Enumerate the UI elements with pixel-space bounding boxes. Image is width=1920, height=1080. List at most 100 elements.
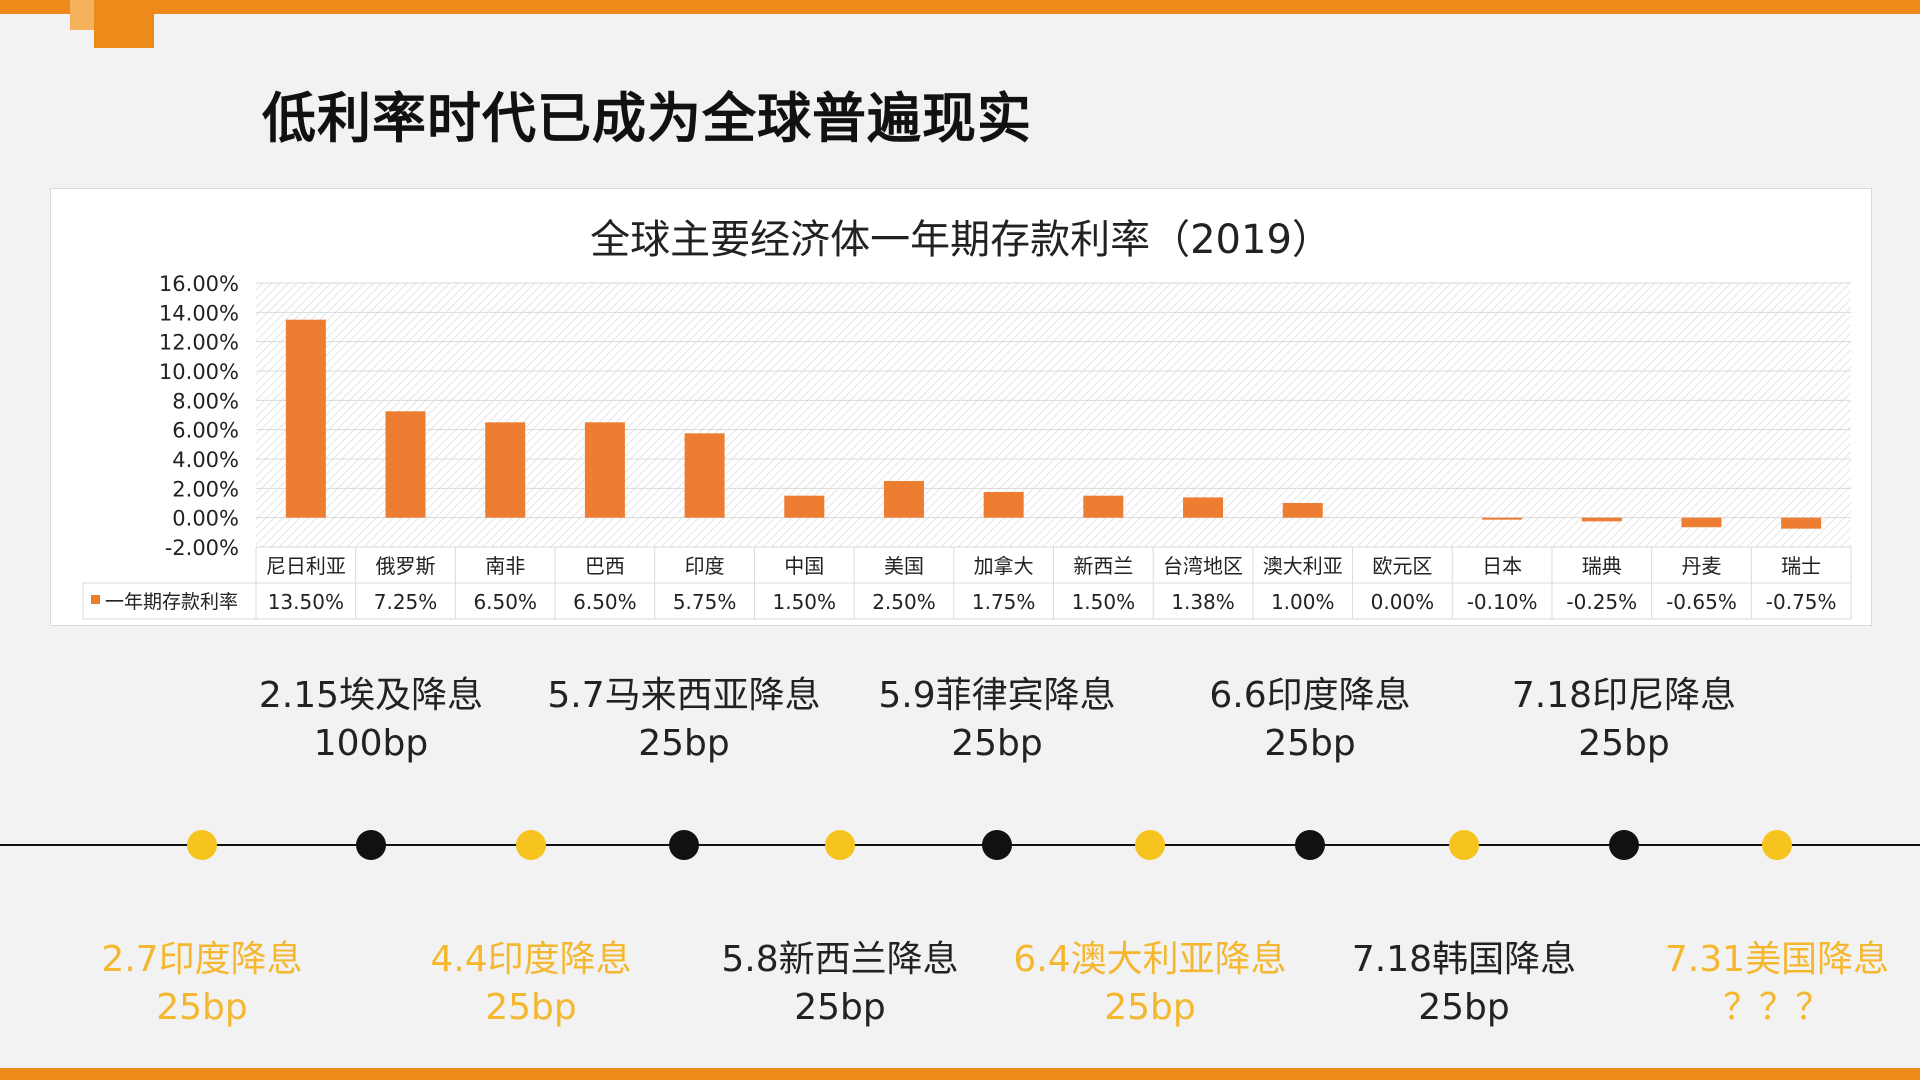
timeline-dot-yellow xyxy=(1762,830,1792,860)
data-label: -0.25% xyxy=(1566,590,1637,614)
event-title: 5.7马来西亚降息 xyxy=(547,675,821,716)
data-label: 1.50% xyxy=(1072,590,1136,614)
chart-panel: 16.00% 14.00% 12.00% 10.00% 8.00% 6.00% 4.00% 2… xyxy=(50,188,1872,626)
y-tick-label: 4.00% xyxy=(172,448,239,472)
category-label: 中国 xyxy=(784,554,824,578)
timeline-dot-black xyxy=(982,830,1012,860)
category-label: 巴西 xyxy=(585,554,625,578)
timeline-dot-yellow xyxy=(187,830,217,860)
y-tick-label: 0.00% xyxy=(172,507,239,531)
timeline-event-top: 5.7马来西亚降息 25bp xyxy=(534,672,834,768)
bar xyxy=(584,422,625,518)
data-label: -0.75% xyxy=(1766,590,1837,614)
category-label: 新西兰 xyxy=(1073,554,1133,578)
timeline-event-bottom: 5.8新西兰降息 25bp xyxy=(690,936,990,1032)
top-accent-bar xyxy=(0,0,1920,14)
category-label: 瑞典 xyxy=(1582,554,1622,578)
bar xyxy=(1681,517,1722,528)
data-label: 1.00% xyxy=(1271,590,1335,614)
category-label: 台湾地区 xyxy=(1163,554,1243,578)
data-label: 1.38% xyxy=(1171,590,1235,614)
timeline-event-bottom: 6.4澳大利亚降息 25bp xyxy=(1000,936,1300,1032)
bar xyxy=(684,433,725,518)
event-amount: 25bp xyxy=(951,723,1043,764)
event-amount: 25bp xyxy=(485,987,577,1028)
category-label: 澳大利亚 xyxy=(1263,554,1343,578)
data-label: 6.50% xyxy=(473,590,537,614)
bottom-accent-bar xyxy=(0,1068,1920,1080)
timeline-dot-yellow xyxy=(516,830,546,860)
event-title: 7.18韩国降息 xyxy=(1351,939,1577,980)
bar xyxy=(1781,517,1822,529)
bar xyxy=(784,495,825,518)
data-label: 7.25% xyxy=(374,590,438,614)
event-amount: 25bp xyxy=(638,723,730,764)
chart-title: 全球主要经济体一年期存款利率（2019） xyxy=(590,217,1332,263)
y-tick-label: -2.00% xyxy=(165,536,239,560)
event-title: 6.6印度降息 xyxy=(1209,675,1411,716)
y-tick-label: 12.00% xyxy=(159,331,239,355)
timeline-event-bottom: 2.7印度降息 25bp xyxy=(52,936,352,1032)
timeline-event-bottom: 7.31美国降息 ？？？ xyxy=(1627,936,1920,1032)
timeline-event-bottom: 7.18韩国降息 25bp xyxy=(1314,936,1614,1032)
y-tick-label: 16.00% xyxy=(159,272,239,296)
y-tick-label: 14.00% xyxy=(159,301,239,325)
event-amount: 25bp xyxy=(794,987,886,1028)
page-title: 低利率时代已成为全球普遍现实 xyxy=(262,87,1032,150)
event-amount: 25bp xyxy=(156,987,248,1028)
corner-accent-shadow xyxy=(70,0,94,30)
data-label: -0.10% xyxy=(1467,590,1538,614)
event-amount: ？？？ xyxy=(1722,987,1831,1028)
timeline-dot-yellow xyxy=(825,830,855,860)
event-amount: 25bp xyxy=(1264,723,1356,764)
event-title: 5.9菲律宾降息 xyxy=(878,675,1116,716)
bar xyxy=(285,319,326,518)
event-amount: 100bp xyxy=(313,723,429,764)
category-label: 瑞士 xyxy=(1781,554,1821,578)
category-label: 欧元区 xyxy=(1372,554,1432,578)
category-label: 尼日利亚 xyxy=(266,554,346,578)
event-title: 2.15埃及降息 xyxy=(258,675,484,716)
data-label: 2.50% xyxy=(872,590,936,614)
data-label: 6.50% xyxy=(573,590,637,614)
event-title: 2.7印度降息 xyxy=(101,939,303,980)
data-label: 0.00% xyxy=(1371,590,1435,614)
event-title: 7.31美国降息 xyxy=(1664,939,1890,980)
timeline-dot-black xyxy=(1295,830,1325,860)
category-label: 丹麦 xyxy=(1681,554,1721,578)
corner-accent-block xyxy=(94,0,154,48)
timeline-dot-yellow xyxy=(1135,830,1165,860)
y-tick-label: 2.00% xyxy=(172,477,239,501)
timeline-event-top: 2.15埃及降息 100bp xyxy=(221,672,521,768)
timeline-dot-black xyxy=(1609,830,1639,860)
y-tick-label: 8.00% xyxy=(172,389,239,413)
timeline-event-top: 6.6印度降息 25bp xyxy=(1160,672,1460,768)
category-label: 印度 xyxy=(685,554,725,578)
y-tick-label: 6.00% xyxy=(172,419,239,443)
bar xyxy=(385,411,426,518)
category-label: 加拿大 xyxy=(974,554,1034,578)
category-label: 日本 xyxy=(1482,554,1522,578)
timeline-dot-black xyxy=(669,830,699,860)
legend-swatch xyxy=(91,595,100,604)
bar xyxy=(883,481,924,518)
bar xyxy=(1083,495,1124,518)
y-tick-label: 10.00% xyxy=(159,360,239,384)
event-title: 4.4印度降息 xyxy=(430,939,632,980)
bar xyxy=(1581,517,1622,522)
data-label: -0.65% xyxy=(1666,590,1737,614)
data-label: 13.50% xyxy=(268,590,344,614)
data-label: 5.75% xyxy=(673,590,737,614)
timeline-event-bottom: 4.4印度降息 25bp xyxy=(381,936,681,1032)
data-label: 1.50% xyxy=(773,590,837,614)
bar xyxy=(1183,497,1224,518)
timeline-event-top: 5.9菲律宾降息 25bp xyxy=(847,672,1147,768)
timeline-axis xyxy=(0,844,1920,846)
data-label: 1.75% xyxy=(972,590,1036,614)
category-label: 南非 xyxy=(485,554,525,578)
event-title: 6.4澳大利亚降息 xyxy=(1013,939,1287,980)
event-title: 7.18印尼降息 xyxy=(1511,675,1737,716)
series-name: 一年期存款利率 xyxy=(105,591,238,613)
category-label: 俄罗斯 xyxy=(376,554,436,578)
bar xyxy=(1282,503,1323,518)
